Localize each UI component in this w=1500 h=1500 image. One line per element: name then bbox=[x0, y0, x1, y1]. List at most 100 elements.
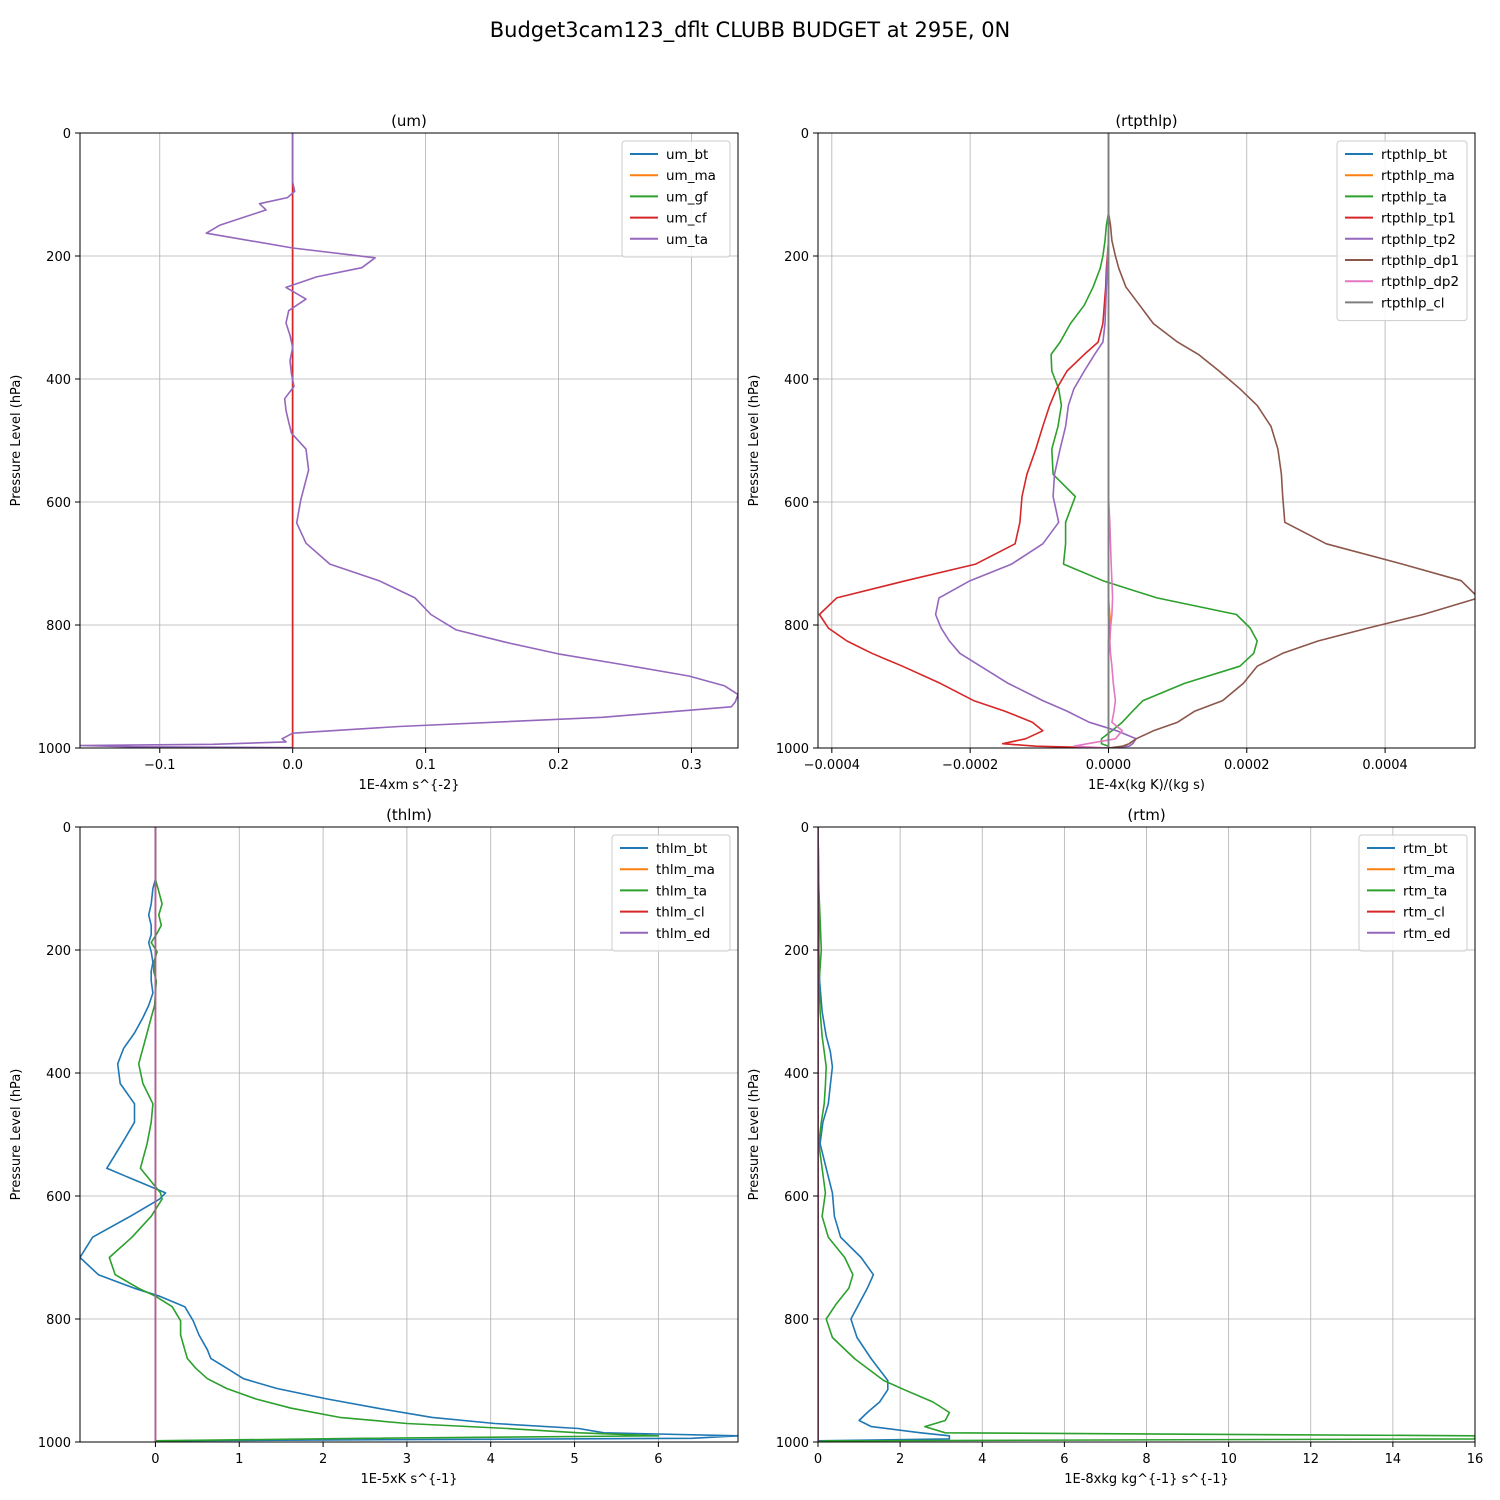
legend: rtm_bt rtm_ma rtm_ta rtm_cl rtm_ed bbox=[1358, 834, 1468, 952]
y-tick-label: 400 bbox=[46, 373, 71, 388]
x-tick-label: 0.1 bbox=[415, 758, 436, 773]
x-tick-label: 0.0000 bbox=[1086, 758, 1132, 773]
series-line-rtm_ta bbox=[818, 827, 1475, 1442]
x-axis-label: 1E-8xkg kg^{-1} s^{-1} bbox=[1064, 1472, 1229, 1487]
x-tick-label: 5 bbox=[570, 1452, 578, 1467]
legend-label: thlm_cl bbox=[656, 905, 705, 921]
x-tick-label: 0.0 bbox=[282, 758, 303, 773]
legend-label: thlm_bt bbox=[656, 841, 707, 857]
x-tick-label: 1 bbox=[235, 1452, 243, 1467]
legend-label: rtpthlp_bt bbox=[1381, 147, 1447, 163]
series-line-um_ta bbox=[80, 133, 738, 748]
y-tick-label: 800 bbox=[46, 619, 71, 634]
panel-title: (rtpthlp) bbox=[1115, 112, 1177, 130]
series-line-rtm_bt bbox=[818, 827, 951, 1442]
y-tick-label: 800 bbox=[46, 1313, 71, 1328]
x-tick-label: 0.0004 bbox=[1362, 758, 1408, 773]
legend-box bbox=[1358, 834, 1468, 952]
y-tick-label: 1000 bbox=[38, 1436, 71, 1451]
legend-label: rtpthlp_ma bbox=[1381, 168, 1455, 184]
y-tick-label: 0 bbox=[63, 127, 71, 142]
chart-panel-2: 0 1 2 3 4 5 6 0 200 400 600 800 1000 (thlm) 1E-5xK s^{… bbox=[9, 806, 739, 1487]
y-tick-label: 400 bbox=[46, 1067, 71, 1082]
y-tick-label: 0 bbox=[63, 821, 71, 836]
x-tick-label: 0.2 bbox=[548, 758, 569, 773]
y-tick-label: 1000 bbox=[776, 742, 809, 757]
x-tick-label: 14 bbox=[1385, 1452, 1402, 1467]
legend: um_bt um_ma um_gf um_cf um_ta bbox=[621, 140, 731, 258]
legend-label: um_cf bbox=[666, 211, 708, 227]
series-line-rtpthlp_dp2 bbox=[1073, 133, 1124, 748]
legend-box bbox=[1336, 140, 1468, 322]
y-tick-label: 200 bbox=[784, 944, 809, 959]
y-tick-label: 400 bbox=[784, 1067, 809, 1082]
legend-label: thlm_ta bbox=[656, 883, 707, 899]
legend-label: rtm_ed bbox=[1403, 926, 1451, 942]
axes-frame bbox=[817, 132, 1476, 749]
series-line-rtpthlp_ta bbox=[1050, 133, 1258, 748]
x-tick-label: 6 bbox=[1060, 1452, 1068, 1467]
series-lines bbox=[818, 133, 1475, 748]
legend-label: rtm_ta bbox=[1403, 883, 1447, 899]
legend-label: rtm_cl bbox=[1403, 905, 1445, 921]
legend-label: thlm_ma bbox=[656, 862, 715, 878]
y-tick-label: 600 bbox=[784, 496, 809, 511]
legend-label: rtpthlp_tp2 bbox=[1381, 232, 1456, 248]
y-tick-label: 600 bbox=[784, 1190, 809, 1205]
chart-panel-1: −0.0004 −0.0002 0.0000 0.0002 0.0004 0 200 400 6… bbox=[747, 112, 1476, 793]
x-tick-label: 10 bbox=[1220, 1452, 1237, 1467]
x-tick-label: 0 bbox=[151, 1452, 159, 1467]
legend-label: um_ta bbox=[666, 232, 708, 248]
x-axis-label: 1E-5xK s^{-1} bbox=[361, 1472, 458, 1487]
legend-label: um_ma bbox=[666, 168, 716, 184]
y-tick-label: 800 bbox=[784, 619, 809, 634]
y-tick-label: 0 bbox=[801, 127, 809, 142]
series-line-thlm_bt bbox=[80, 827, 738, 1442]
axes-frame bbox=[79, 132, 739, 749]
axes-frame bbox=[79, 826, 739, 1443]
legend-label: rtpthlp_dp1 bbox=[1381, 253, 1459, 269]
chart-panel-0: −0.1 0.0 0.1 0.2 0.3 0 200 400 600 800 1000 (um) 1E-… bbox=[9, 112, 739, 793]
y-axis-label: Pressure Level (hPa) bbox=[9, 375, 24, 507]
legend-label: rtm_bt bbox=[1403, 841, 1448, 857]
legend-label: thlm_ed bbox=[656, 926, 710, 942]
y-tick-label: 0 bbox=[801, 821, 809, 836]
x-tick-label: 8 bbox=[1142, 1452, 1150, 1467]
legend-box bbox=[621, 140, 731, 258]
x-tick-label: 4 bbox=[978, 1452, 986, 1467]
panel-title: (um) bbox=[391, 112, 427, 130]
y-axis-label: Pressure Level (hPa) bbox=[9, 1069, 24, 1201]
legend-label: um_bt bbox=[666, 147, 708, 163]
x-tick-label: 16 bbox=[1467, 1452, 1484, 1467]
x-tick-label: 0.3 bbox=[681, 758, 702, 773]
series-line-rtpthlp_dp1 bbox=[1107, 133, 1475, 748]
panel-title: (thlm) bbox=[386, 806, 432, 824]
legend-label: rtpthlp_cl bbox=[1381, 295, 1445, 311]
legend-label: rtpthlp_ta bbox=[1381, 189, 1447, 205]
x-tick-label: 3 bbox=[403, 1452, 411, 1467]
y-tick-label: 600 bbox=[46, 496, 71, 511]
y-axis-label: Pressure Level (hPa) bbox=[747, 1069, 762, 1201]
legend-label: rtpthlp_dp2 bbox=[1381, 274, 1459, 290]
legend: thlm_bt thlm_ma thlm_ta thlm_cl thlm_ed bbox=[611, 834, 731, 952]
x-tick-label: 6 bbox=[654, 1452, 662, 1467]
y-tick-label: 200 bbox=[784, 250, 809, 265]
legend-label: um_gf bbox=[666, 189, 709, 205]
series-line-rtpthlp_tp2 bbox=[934, 133, 1137, 748]
x-tick-label: 0.0002 bbox=[1224, 758, 1270, 773]
y-tick-label: 1000 bbox=[776, 1436, 809, 1451]
x-tick-label: 4 bbox=[487, 1452, 495, 1467]
y-tick-label: 200 bbox=[46, 250, 71, 265]
series-lines bbox=[80, 133, 738, 748]
y-tick-label: 1000 bbox=[38, 742, 71, 757]
series-lines bbox=[818, 827, 1475, 1442]
y-axis-label: Pressure Level (hPa) bbox=[747, 375, 762, 507]
chart-panel-3: 0 2 4 6 8 10 12 14 16 0 200 400 600 800 1000 (rtm) 1E-8x… bbox=[747, 806, 1483, 1487]
y-tick-label: 800 bbox=[784, 1313, 809, 1328]
x-tick-label: −0.0004 bbox=[804, 758, 860, 773]
x-tick-label: 2 bbox=[319, 1452, 327, 1467]
series-line-thlm_ta bbox=[108, 827, 660, 1442]
series-lines bbox=[80, 827, 738, 1442]
x-tick-label: 12 bbox=[1302, 1452, 1319, 1467]
